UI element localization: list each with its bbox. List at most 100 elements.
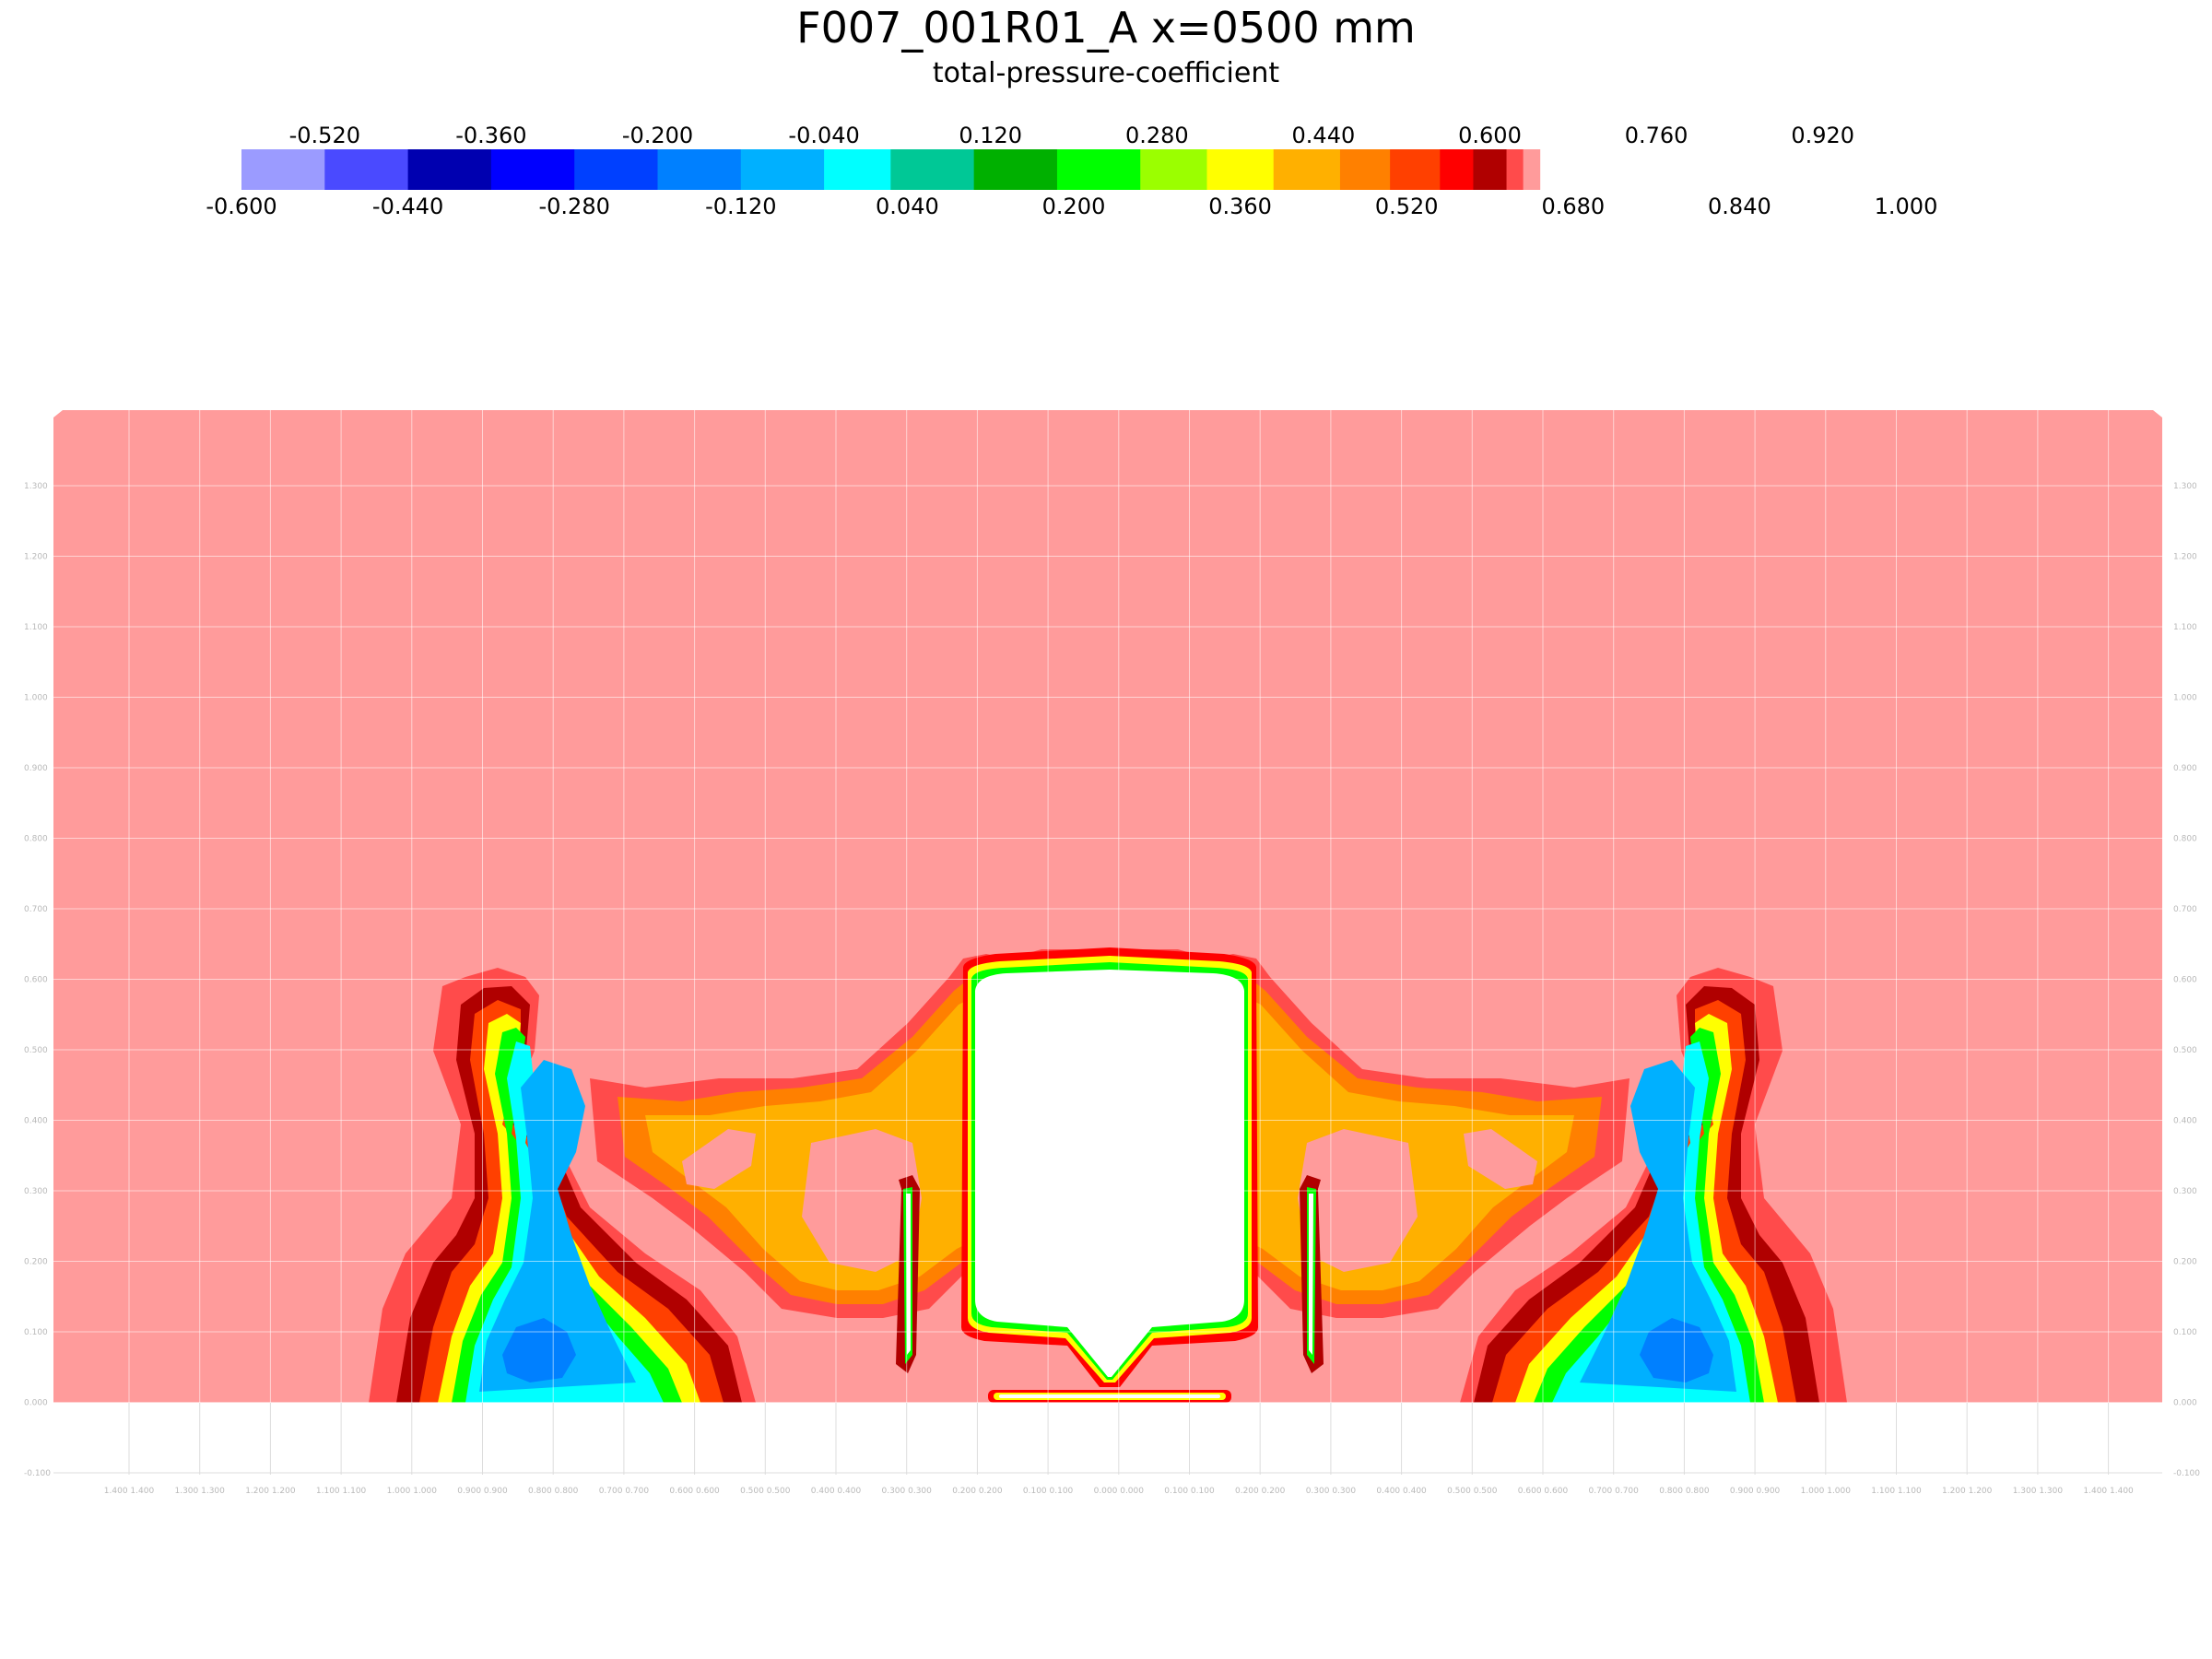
y-axis-tick-label: 0.600 <box>2173 976 2197 985</box>
x-axis-tick-label: 0.600 0.600 <box>669 1487 720 1496</box>
colorbar-bottom-labels: -0.600 -0.440 -0.280 -0.120 0.040 0.200 0.360 0… <box>206 194 1937 219</box>
y-axis-tick-label: 0.300 <box>24 1187 48 1196</box>
colorbar-tick-label: -0.600 <box>206 194 276 219</box>
y-axis-tick-label: 0.400 <box>2173 1117 2197 1126</box>
contour-domain <box>53 410 2162 1403</box>
colorbar-tick-label: -0.280 <box>539 194 610 219</box>
x-axis-tick-label: 0.400 0.400 <box>1376 1487 1427 1496</box>
grid-lines <box>53 410 2162 1403</box>
x-axis-tick-label: 1.200 1.200 <box>245 1487 296 1496</box>
x-axis-tick-label: 0.600 0.600 <box>1518 1487 1569 1496</box>
x-axis-tick-label: 1.200 1.200 <box>1942 1487 1993 1496</box>
y-axis-tick-label: 1.000 <box>24 694 48 703</box>
colorbar-tick-label: 0.760 <box>1625 123 1688 148</box>
colorbar-tick-label: 0.600 <box>1458 123 1522 148</box>
colorbar-swatch <box>1506 149 1524 190</box>
y-axis-tick-label: 0.100 <box>24 1328 48 1337</box>
colorbar-tick-label: 0.040 <box>876 194 939 219</box>
x-axis-tick-label: 1.400 1.400 <box>2083 1487 2134 1496</box>
x-axis-tick-label: 0.300 0.300 <box>1306 1487 1357 1496</box>
y-axis-tick-label: 1.300 <box>2173 482 2197 491</box>
colorbar-swatch <box>1273 149 1341 190</box>
x-axis-tick-label: 0.200 0.200 <box>1235 1487 1286 1496</box>
colorbar-swatch <box>324 149 409 190</box>
y-axis-tick-label: 0.500 <box>2173 1046 2197 1055</box>
x-axis-tick-label: 0.100 0.100 <box>1164 1487 1215 1496</box>
x-axis-tick-label: 0.100 0.100 <box>1023 1487 1074 1496</box>
vehicle-body <box>975 970 1244 1377</box>
body-contours <box>961 947 1258 1387</box>
y-axis-tick-label: 1.100 <box>2173 623 2197 632</box>
y-axis-tick-label: -0.100 <box>2173 1469 2200 1478</box>
chart-subtitle: total-pressure-coefficient <box>932 57 1280 89</box>
x-axis-tick-label: 1.000 1.000 <box>387 1487 438 1496</box>
x-axis-tick-label: 0.000 0.000 <box>1094 1487 1145 1496</box>
x-axis-tick-label: 0.900 0.900 <box>457 1487 508 1496</box>
colorbar-swatch <box>1056 149 1141 190</box>
y-axis-right-labels: 1.300 1.200 1.100 1.000 0.900 0.800 0.700 0.600… <box>2173 482 2200 1478</box>
colorbar-tick-label: 0.280 <box>1125 123 1189 148</box>
colorbar-tick-label: 0.120 <box>959 123 1022 148</box>
y-axis-tick-label: 0.800 <box>24 835 48 844</box>
y-axis-tick-label: 0.700 <box>24 905 48 914</box>
x-axis-tick-label: 0.700 0.700 <box>599 1487 650 1496</box>
colorbar-tick-label: 0.520 <box>1375 194 1439 219</box>
y-axis-tick-label: 0.500 <box>24 1046 48 1055</box>
ground-plate <box>988 1390 1231 1403</box>
y-axis-tick-label: 1.300 <box>24 482 48 491</box>
y-axis-tick-label: 0.200 <box>2173 1258 2197 1267</box>
y-axis-tick-label: 0.300 <box>2173 1187 2197 1196</box>
colorbar <box>241 149 1541 190</box>
y-axis-tick-label: 0.800 <box>2173 835 2197 844</box>
colorbar-swatch <box>1473 149 1508 190</box>
y-axis-tick-label: 0.100 <box>2173 1328 2197 1337</box>
y-axis-tick-label: 0.400 <box>24 1117 48 1126</box>
colorbar-swatch <box>241 149 325 190</box>
x-axis-tick-label: 0.700 0.700 <box>1588 1487 1639 1496</box>
colorbar-tick-label: 0.360 <box>1208 194 1272 219</box>
colorbar-top-labels: -0.520 -0.360 -0.200 -0.040 0.120 0.280 0.440 0… <box>289 123 1854 148</box>
colorbar-swatch <box>1390 149 1441 190</box>
y-axis-tick-label: 0.200 <box>24 1258 48 1267</box>
colorbar-swatch <box>1523 149 1541 190</box>
x-axis-tick-label: 1.000 1.000 <box>1801 1487 1852 1496</box>
right-vortex-contours <box>1460 968 1847 1403</box>
colorbar-tick-label: -0.120 <box>705 194 776 219</box>
x-axis-tick-label: 0.500 0.500 <box>740 1487 791 1496</box>
y-axis-tick-label: -0.100 <box>24 1469 51 1478</box>
colorbar-swatch <box>973 149 1058 190</box>
y-axis-tick-label: 1.200 <box>24 553 48 562</box>
colorbar-tick-label: 0.200 <box>1042 194 1106 219</box>
y-axis-tick-label: 0.000 <box>2173 1399 2197 1408</box>
colorbar-tick-label: 0.920 <box>1791 123 1854 148</box>
y-axis-tick-label: 1.100 <box>24 623 48 632</box>
colorbar-swatch <box>824 149 891 190</box>
struts <box>896 1175 1324 1373</box>
x-axis-tick-label: 0.900 0.900 <box>1730 1487 1781 1496</box>
y-axis-tick-label: 0.700 <box>2173 905 2197 914</box>
x-axis-tick-label: 1.300 1.300 <box>174 1487 225 1496</box>
x-axis-tick-label: 0.300 0.300 <box>881 1487 932 1496</box>
colorbar-tick-label: 0.840 <box>1708 194 1771 219</box>
y-axis-tick-label: 0.900 <box>24 764 48 773</box>
chart-title: F007_001R01_A x=0500 mm <box>796 3 1416 53</box>
x-axis-tick-label: 0.400 0.400 <box>811 1487 862 1496</box>
x-axis-tick-label: 0.800 0.800 <box>528 1487 579 1496</box>
colorbar-tick-label: -0.360 <box>455 123 526 148</box>
x-axis-labels: 1.400 1.400 1.300 1.300 1.200 1.200 1.100 1… <box>104 1487 2134 1496</box>
colorbar-swatch <box>1440 149 1474 190</box>
x-axis-tick-label: 0.800 0.800 <box>1659 1487 1710 1496</box>
colorbar-swatch <box>1140 149 1207 190</box>
colorbar-swatch <box>657 149 742 190</box>
wake-holes <box>682 1129 1537 1272</box>
colorbar-swatch <box>1339 149 1391 190</box>
colorbar-swatch <box>890 149 975 190</box>
y-axis-tick-label: 0.900 <box>2173 764 2197 773</box>
y-axis-left-labels: 1.300 1.200 1.100 1.000 0.900 0.800 0.700 0.600… <box>24 482 51 1478</box>
colorbar-swatch <box>407 149 492 190</box>
colorbar-swatch <box>574 149 658 190</box>
y-axis-tick-label: 0.600 <box>24 976 48 985</box>
colorbar-tick-label: -0.520 <box>289 123 360 148</box>
colorbar-swatch <box>490 149 575 190</box>
